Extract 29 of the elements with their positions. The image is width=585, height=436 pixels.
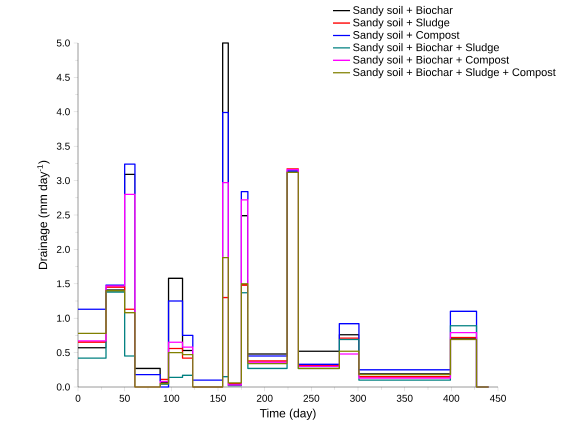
y-tick-label: 2.0 xyxy=(56,246,70,253)
x-tick-label: 400 xyxy=(443,394,460,402)
x-tick-label: 50 xyxy=(120,394,130,402)
x-tick-label: 150 xyxy=(210,394,226,402)
legend-label: Sandy soil + Biochar + Sludge + Compost xyxy=(353,68,556,78)
x-axis-title: Time (day) xyxy=(260,408,316,420)
y-tick-label: 2.5 xyxy=(56,211,70,219)
legend-label: Sandy soil + Sludge xyxy=(353,18,450,29)
y-tick-label: 5.0 xyxy=(56,39,70,47)
y-tick-label: 0.0 xyxy=(56,383,70,391)
x-tick-label: 200 xyxy=(256,394,273,402)
legend-label: Sandy soil + Biochar xyxy=(353,6,453,16)
legend-label: Sandy soil + Biochar + Compost xyxy=(353,56,510,66)
x-tick-label: 250 xyxy=(304,394,320,402)
y-tick-label: 1.0 xyxy=(57,314,70,322)
x-tick-label: 300 xyxy=(350,394,366,402)
y-tick-label: 0.5 xyxy=(56,349,70,356)
y-tick-label: 1.5 xyxy=(57,280,70,288)
y-tick-label: 4.0 xyxy=(56,108,70,116)
y-tick-label: 3.5 xyxy=(56,142,70,150)
x-tick-label: 350 xyxy=(396,394,413,402)
y-tick-label: 4.5 xyxy=(56,74,70,81)
x-tick-label: 0 xyxy=(76,394,80,402)
legend-label: Sandy soil + Biochar + Sludge xyxy=(353,43,499,54)
y-axis-title: Drainage (mm day$^{-1}$) xyxy=(37,160,50,269)
x-tick-label: 100 xyxy=(164,394,180,402)
legend-label: Sandy soil + Compost xyxy=(353,30,460,41)
y-tick-label: 3.0 xyxy=(56,177,70,184)
x-tick-label: 450 xyxy=(490,394,506,402)
